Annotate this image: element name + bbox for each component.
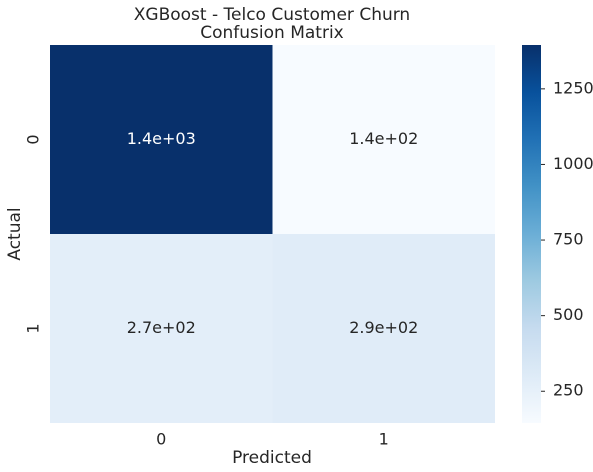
x-axis-label: Predicted (232, 448, 312, 468)
x-tick-label: 0 (156, 430, 166, 449)
colorbar-tick-label: 250 (553, 381, 584, 400)
colorbar-tick-label: 500 (553, 305, 584, 324)
y-tick-label: 0 (24, 134, 43, 144)
chart-title: XGBoost - Telco Customer Churn (134, 5, 410, 25)
cell-label: 2.9e+02 (349, 318, 418, 337)
colorbar-tick-label: 750 (553, 230, 584, 249)
colorbar (522, 45, 541, 423)
cell-label: 1.4e+03 (127, 129, 196, 148)
chart-subtitle: Confusion Matrix (200, 23, 344, 43)
colorbar-tick-label: 1250 (553, 78, 593, 97)
cell-label: 2.7e+02 (127, 318, 196, 337)
colorbar-tick-label: 1000 (553, 154, 593, 173)
heatmap-cell (272, 234, 495, 423)
y-tick-label: 1 (24, 323, 43, 333)
x-tick-label: 1 (379, 430, 389, 449)
cell-label: 1.4e+02 (349, 129, 418, 148)
heatmap-cell (272, 45, 495, 234)
heatmap-cell (50, 234, 273, 423)
y-axis-label: Actual (5, 207, 25, 260)
heatmap-cell (50, 45, 273, 234)
